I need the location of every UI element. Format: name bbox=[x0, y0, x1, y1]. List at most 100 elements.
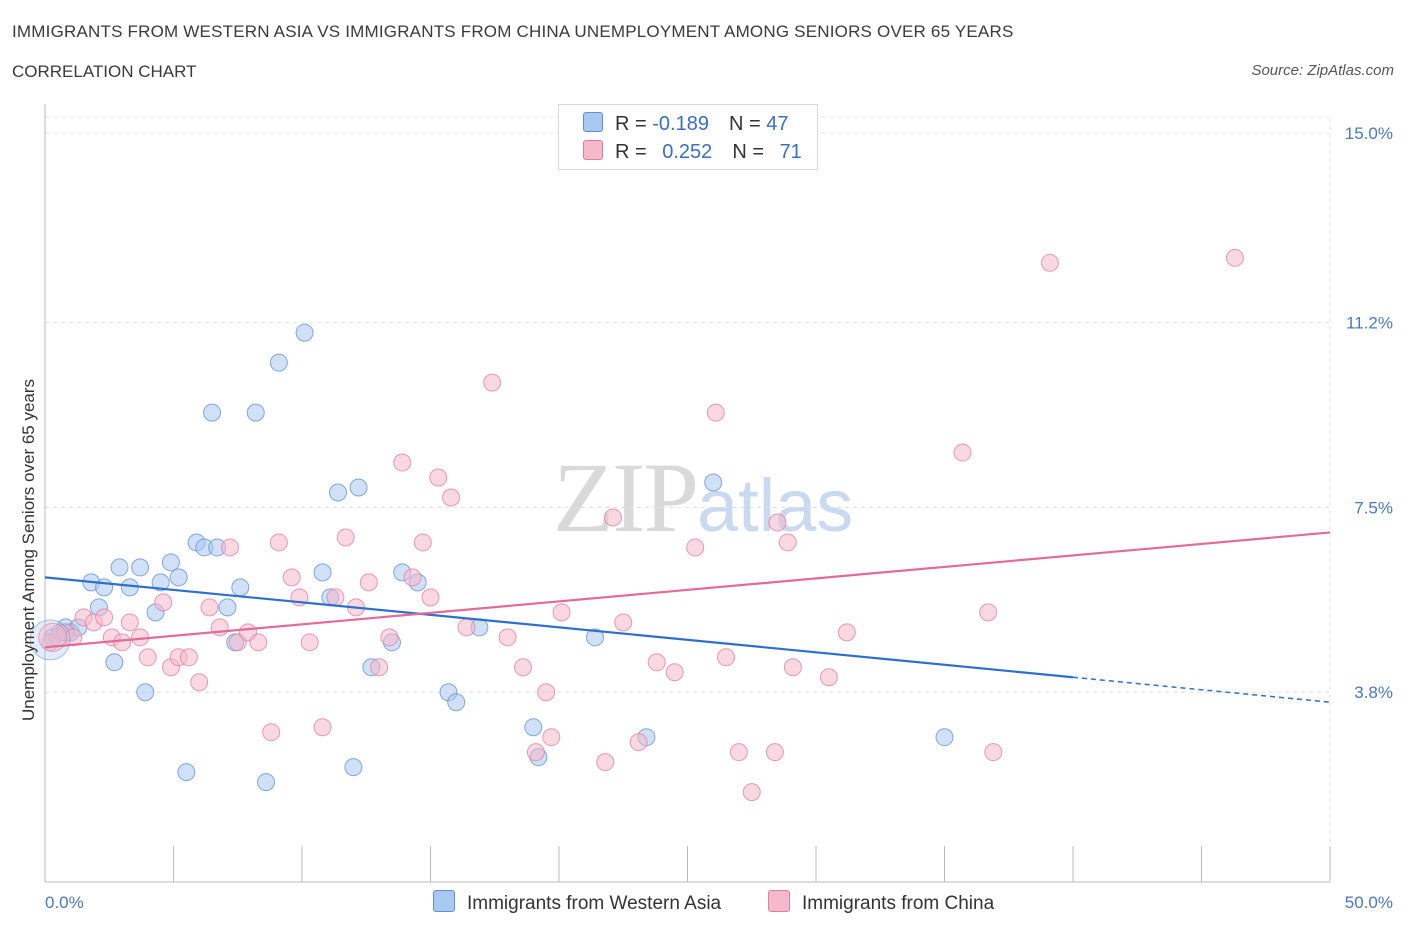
point-western-asia bbox=[110, 558, 129, 577]
point-china bbox=[120, 613, 139, 632]
watermark-zip: ZIP bbox=[553, 442, 699, 553]
bottom-legend-label-china: Immigrants from China bbox=[802, 893, 995, 914]
legend-swatch-china bbox=[583, 140, 603, 160]
y-tick-label: 7.5% bbox=[1354, 498, 1393, 517]
point-western-asia bbox=[218, 598, 237, 617]
legend-row-western-asia: R = -0.189 N = 47 bbox=[583, 112, 788, 138]
point-western-asia bbox=[169, 568, 188, 587]
point-cluster bbox=[38, 622, 68, 652]
point-western-asia bbox=[120, 578, 139, 597]
point-western-asia bbox=[131, 558, 150, 577]
point-western-asia bbox=[935, 728, 954, 747]
legend-r-value: 0.252 bbox=[662, 141, 713, 163]
point-western-asia bbox=[177, 763, 196, 782]
correlation-legend: R = -0.189 N = 47 R = 0.252 N = 71 bbox=[558, 104, 818, 170]
trendline-western-asia-extension bbox=[1072, 676, 1331, 703]
point-western-asia bbox=[151, 573, 170, 592]
point-china bbox=[249, 633, 268, 652]
y-tick-label: 3.8% bbox=[1354, 683, 1393, 702]
point-western-asia bbox=[136, 683, 155, 702]
point-western-asia bbox=[328, 483, 347, 502]
watermark-atlas: atlas bbox=[697, 464, 854, 547]
trendline-western-asia bbox=[44, 576, 1074, 679]
bottom-legend-label-western-asia: Immigrants from Western Asia bbox=[467, 893, 722, 914]
point-china bbox=[706, 403, 725, 422]
point-china bbox=[380, 628, 399, 647]
legend-r-label: R = bbox=[615, 141, 653, 163]
bottom-legend-swatch-china bbox=[768, 890, 790, 912]
bottom-legend-swatch-western-asia bbox=[433, 890, 455, 912]
point-western-asia bbox=[313, 563, 332, 582]
point-china bbox=[370, 658, 389, 677]
grid-layer bbox=[45, 116, 1331, 882]
point-china bbox=[542, 728, 561, 747]
point-china bbox=[778, 533, 797, 552]
point-china bbox=[603, 508, 622, 527]
chart-subtitle: CORRELATION CHART bbox=[12, 62, 197, 81]
y-tick-label: 15.0% bbox=[1345, 124, 1393, 143]
legend-n-value: 71 bbox=[779, 141, 802, 163]
point-western-asia bbox=[295, 323, 314, 342]
point-western-asia bbox=[203, 403, 222, 422]
chart-title: IMMIGRANTS FROM WESTERN ASIA VS IMMIGRAN… bbox=[12, 22, 1014, 41]
point-china bbox=[95, 608, 114, 627]
point-china bbox=[819, 668, 838, 687]
point-china bbox=[300, 633, 319, 652]
legend-n-label: N = bbox=[732, 141, 770, 163]
point-china bbox=[336, 528, 355, 547]
point-western-asia bbox=[447, 693, 466, 712]
point-china bbox=[629, 733, 648, 752]
point-china bbox=[221, 538, 240, 557]
point-china bbox=[403, 568, 422, 587]
point-western-asia bbox=[231, 578, 250, 597]
point-china bbox=[457, 618, 476, 637]
point-china bbox=[282, 568, 301, 587]
legend-n-value: 47 bbox=[766, 113, 789, 135]
axis-layer bbox=[44, 104, 1331, 883]
point-china bbox=[190, 673, 209, 692]
legend-n-label: N = bbox=[728, 113, 767, 135]
point-china bbox=[393, 453, 412, 472]
point-china bbox=[413, 533, 432, 552]
point-china bbox=[483, 373, 502, 392]
point-china bbox=[313, 718, 332, 737]
point-western-asia bbox=[349, 478, 368, 497]
label-layer: 3.8% 7.5% 11.2% 15.0% 0.0% 50.0% Unemployment … bbox=[19, 124, 1393, 912]
point-western-asia bbox=[246, 403, 265, 422]
point-china bbox=[953, 443, 972, 462]
point-china bbox=[200, 598, 219, 617]
points-layer bbox=[29, 248, 1244, 802]
point-china bbox=[686, 538, 705, 557]
point-china bbox=[979, 603, 998, 622]
watermark: ZIPatlas bbox=[553, 440, 853, 555]
point-western-asia bbox=[585, 628, 604, 647]
point-china bbox=[742, 783, 761, 802]
bottom-legend-western-asia: Immigrants from Western Asia bbox=[433, 890, 721, 915]
point-china bbox=[717, 648, 736, 667]
point-western-asia bbox=[524, 718, 543, 737]
point-china bbox=[665, 663, 684, 682]
legend-r-label: R = bbox=[615, 113, 653, 135]
point-china bbox=[765, 743, 784, 762]
point-western-asia bbox=[257, 773, 276, 792]
x-tick-label: 0.0% bbox=[45, 893, 84, 912]
point-china bbox=[421, 588, 440, 607]
point-china bbox=[113, 633, 132, 652]
point-china bbox=[154, 593, 173, 612]
point-china bbox=[429, 468, 448, 487]
point-china bbox=[537, 683, 556, 702]
y-axis-title: Unemployment Among Seniors over 65 years bbox=[19, 379, 38, 721]
bottom-legend-china: Immigrants from China bbox=[768, 890, 994, 915]
x-tick-label: 50.0% bbox=[1345, 893, 1393, 912]
point-china bbox=[359, 573, 378, 592]
point-china bbox=[729, 743, 748, 762]
point-western-asia bbox=[95, 578, 114, 597]
point-china bbox=[768, 513, 787, 532]
point-china bbox=[783, 658, 802, 677]
point-china bbox=[1225, 248, 1244, 267]
point-china bbox=[837, 623, 856, 642]
point-china bbox=[514, 658, 533, 677]
point-china bbox=[138, 648, 157, 667]
point-western-asia bbox=[161, 553, 180, 572]
y-tick-label: 11.2% bbox=[1346, 314, 1393, 333]
